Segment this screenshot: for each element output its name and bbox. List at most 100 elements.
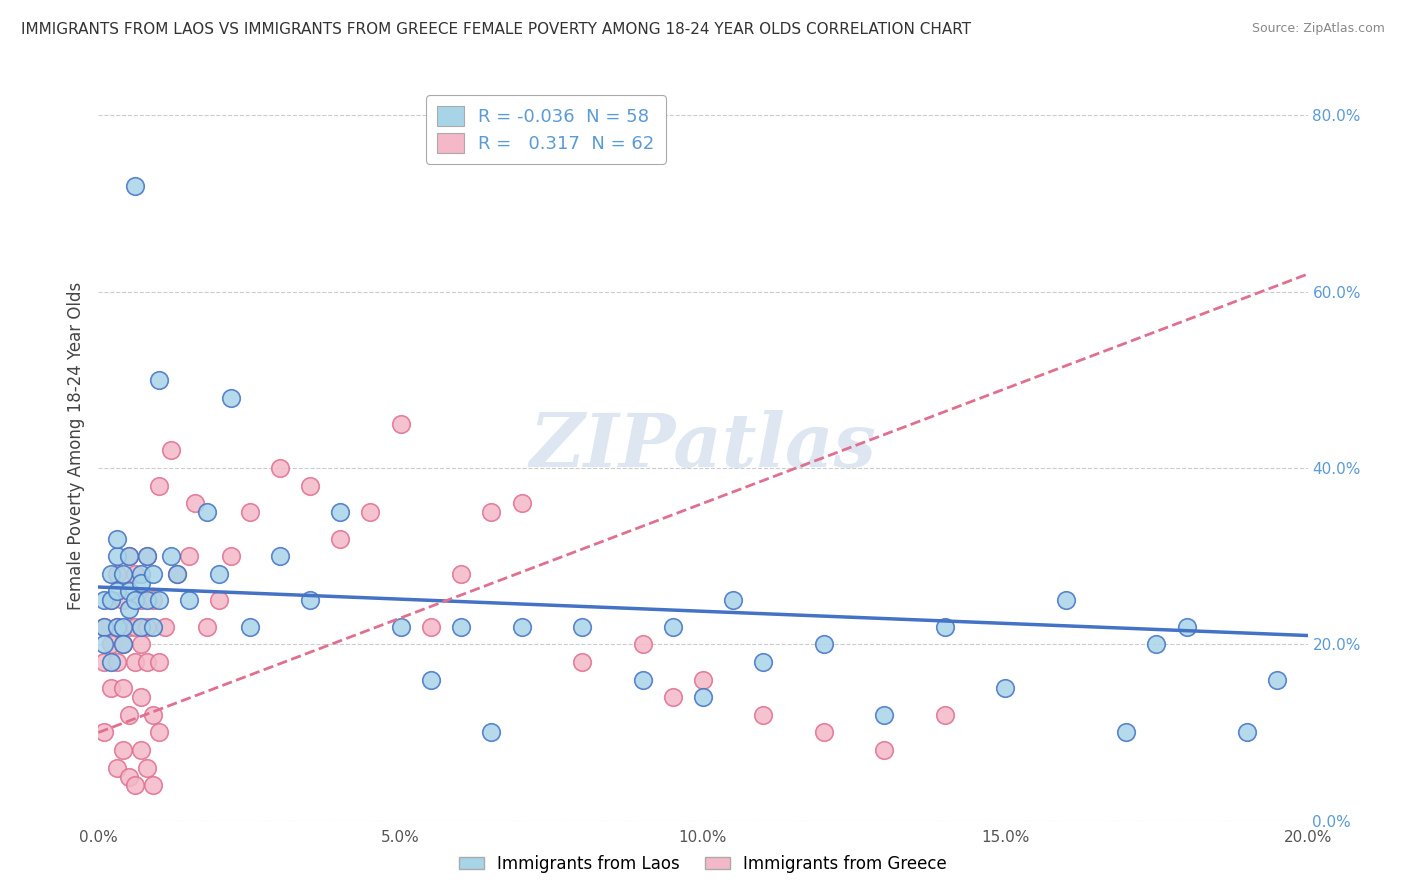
Point — [111, 620, 134, 634]
Text: Source: ZipAtlas.com: Source: ZipAtlas.com — [1251, 22, 1385, 36]
Point — [129, 593, 152, 607]
Point — [184, 496, 207, 510]
Point — [100, 593, 122, 607]
Point — [142, 620, 165, 634]
Point — [93, 620, 115, 634]
Point — [105, 655, 128, 669]
Point — [111, 637, 134, 651]
Point — [93, 655, 115, 669]
Point — [118, 770, 141, 784]
Point — [148, 725, 170, 739]
Point — [723, 593, 745, 607]
Point — [142, 566, 165, 581]
Point — [360, 505, 382, 519]
Point — [239, 505, 262, 519]
Point — [118, 584, 141, 599]
Point — [105, 584, 128, 599]
Point — [450, 620, 472, 634]
Point — [420, 673, 443, 687]
Point — [631, 637, 654, 651]
Point — [129, 637, 152, 651]
Point — [93, 620, 115, 634]
Point — [93, 637, 115, 651]
Point — [873, 707, 896, 722]
Point — [124, 593, 146, 607]
Point — [195, 505, 218, 519]
Point — [195, 620, 218, 634]
Point — [148, 373, 170, 387]
Point — [1267, 673, 1289, 687]
Point — [166, 566, 188, 581]
Text: IMMIGRANTS FROM LAOS VS IMMIGRANTS FROM GREECE FEMALE POVERTY AMONG 18-24 YEAR O: IMMIGRANTS FROM LAOS VS IMMIGRANTS FROM … — [21, 22, 972, 37]
Y-axis label: Female Poverty Among 18-24 Year Olds: Female Poverty Among 18-24 Year Olds — [66, 282, 84, 610]
Point — [813, 725, 835, 739]
Legend: R = -0.036  N = 58, R =   0.317  N = 62: R = -0.036 N = 58, R = 0.317 N = 62 — [426, 95, 665, 164]
Point — [124, 566, 146, 581]
Point — [148, 478, 170, 492]
Point — [269, 461, 291, 475]
Point — [105, 532, 128, 546]
Point — [142, 778, 165, 792]
Point — [179, 593, 201, 607]
Point — [124, 778, 146, 792]
Point — [135, 549, 157, 564]
Point — [329, 532, 352, 546]
Point — [100, 637, 122, 651]
Point — [329, 505, 352, 519]
Point — [129, 620, 152, 634]
Point — [994, 681, 1017, 696]
Point — [208, 593, 231, 607]
Point — [111, 681, 134, 696]
Point — [166, 566, 188, 581]
Point — [813, 637, 835, 651]
Point — [111, 593, 134, 607]
Point — [571, 655, 593, 669]
Point — [1054, 593, 1077, 607]
Point — [299, 593, 322, 607]
Point — [208, 566, 231, 581]
Point — [631, 673, 654, 687]
Point — [111, 566, 134, 581]
Point — [389, 417, 412, 431]
Point — [269, 549, 291, 564]
Point — [111, 637, 134, 651]
Point — [934, 620, 956, 634]
Point — [135, 593, 157, 607]
Point — [100, 655, 122, 669]
Point — [481, 725, 503, 739]
Point — [934, 707, 956, 722]
Point — [873, 743, 896, 757]
Point — [135, 655, 157, 669]
Point — [142, 593, 165, 607]
Point — [450, 566, 472, 581]
Point — [93, 593, 115, 607]
Point — [100, 593, 122, 607]
Point — [124, 655, 146, 669]
Text: ZIPatlas: ZIPatlas — [530, 409, 876, 483]
Point — [420, 620, 443, 634]
Point — [752, 707, 775, 722]
Point — [1115, 725, 1137, 739]
Point — [571, 620, 593, 634]
Point — [100, 566, 122, 581]
Point — [105, 620, 128, 634]
Point — [481, 505, 503, 519]
Point — [752, 655, 775, 669]
Point — [118, 549, 141, 564]
Point — [239, 620, 262, 634]
Point — [389, 620, 412, 634]
Point — [148, 593, 170, 607]
Point — [129, 743, 152, 757]
Legend: Immigrants from Laos, Immigrants from Greece: Immigrants from Laos, Immigrants from Gr… — [453, 848, 953, 880]
Point — [135, 549, 157, 564]
Point — [510, 496, 533, 510]
Point — [118, 707, 141, 722]
Point — [160, 443, 183, 458]
Point — [160, 549, 183, 564]
Point — [692, 673, 714, 687]
Point — [1144, 637, 1167, 651]
Point — [118, 602, 141, 616]
Point — [179, 549, 201, 564]
Point — [129, 690, 152, 705]
Point — [118, 620, 141, 634]
